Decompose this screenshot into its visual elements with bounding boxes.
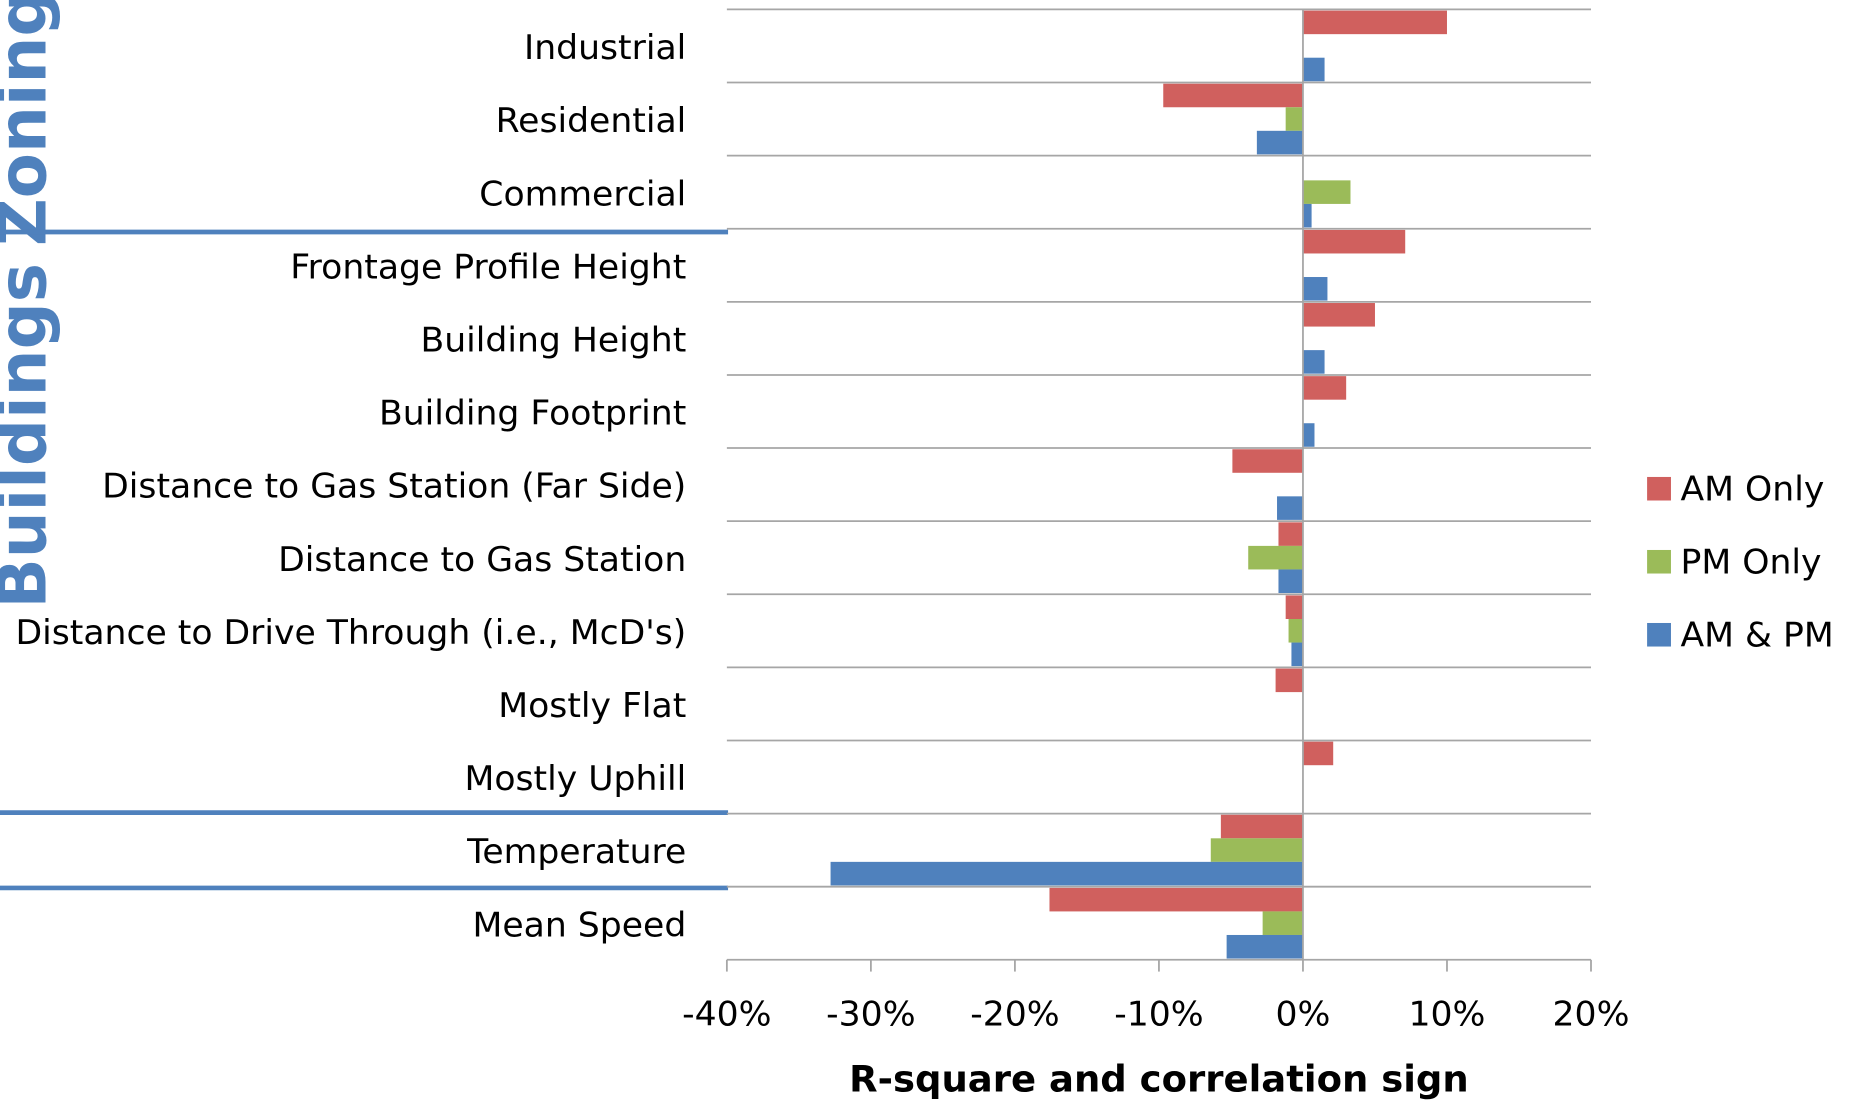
bar xyxy=(1302,203,1312,228)
bar xyxy=(1262,911,1303,935)
bar xyxy=(1220,814,1303,839)
x-tick-label: -10% xyxy=(1114,995,1203,1035)
legend-swatch xyxy=(1647,476,1671,501)
y-tick-label: Mean Speed xyxy=(473,906,687,946)
bar xyxy=(1302,229,1406,254)
bar xyxy=(1288,618,1303,643)
x-axis-label: R-square and correlation sign xyxy=(849,1058,1469,1101)
y-tick-label: Mostly Uphill xyxy=(464,759,686,799)
bar xyxy=(1291,642,1303,667)
x-tick-label: 20% xyxy=(1553,995,1630,1035)
x-tick-label: 10% xyxy=(1409,995,1486,1035)
x-tick-label: -30% xyxy=(826,995,915,1035)
x-tick-label: 0% xyxy=(1276,995,1331,1035)
y-tick-label: Frontage Profile Height xyxy=(290,248,686,288)
bar xyxy=(1302,10,1447,35)
bar xyxy=(1278,522,1303,546)
bar xyxy=(1285,595,1303,619)
bar xyxy=(1256,130,1303,155)
bar xyxy=(1248,545,1303,570)
y-tick-label: Residential xyxy=(496,101,687,141)
legend-swatch xyxy=(1647,549,1671,574)
bar xyxy=(1210,838,1303,862)
bar xyxy=(1302,376,1347,400)
bar xyxy=(1302,350,1325,374)
y-tick-label: Building Height xyxy=(421,321,687,361)
legend-swatch xyxy=(1647,622,1671,647)
group-label: Zoning xyxy=(0,0,61,246)
bar xyxy=(1232,449,1303,473)
bar xyxy=(1226,934,1303,959)
legend-label: AM Only xyxy=(1681,470,1825,510)
y-tick-label: Distance to Gas Station (Far Side) xyxy=(102,467,686,507)
x-tick-label: -20% xyxy=(970,995,1059,1035)
bar xyxy=(1302,741,1334,766)
x-tick-label: -40% xyxy=(682,995,771,1035)
bar xyxy=(1277,496,1303,520)
bar xyxy=(1302,57,1325,82)
y-tick-label: Commercial xyxy=(479,174,686,214)
y-tick-label: Building Footprint xyxy=(379,394,686,434)
legend-label: AM & PM xyxy=(1681,616,1834,656)
y-tick-label: Distance to Drive Through (i.e., McD's) xyxy=(15,613,686,653)
bar xyxy=(1275,668,1303,693)
bar xyxy=(1302,277,1328,301)
y-tick-label: Mostly Flat xyxy=(498,686,686,726)
y-tick-label: Distance to Gas Station xyxy=(278,540,686,580)
bar xyxy=(1302,423,1315,447)
bar xyxy=(1285,107,1303,131)
bar xyxy=(1163,83,1303,108)
y-tick-label: Industrial xyxy=(524,28,686,68)
bar xyxy=(1278,569,1303,593)
bar xyxy=(830,861,1303,886)
legend-label: PM Only xyxy=(1681,543,1822,583)
group-label: Buildings xyxy=(0,263,61,609)
bar xyxy=(1302,180,1351,204)
bar xyxy=(1302,303,1375,327)
y-tick-label: Temperature xyxy=(466,832,686,872)
bar xyxy=(1049,887,1303,912)
